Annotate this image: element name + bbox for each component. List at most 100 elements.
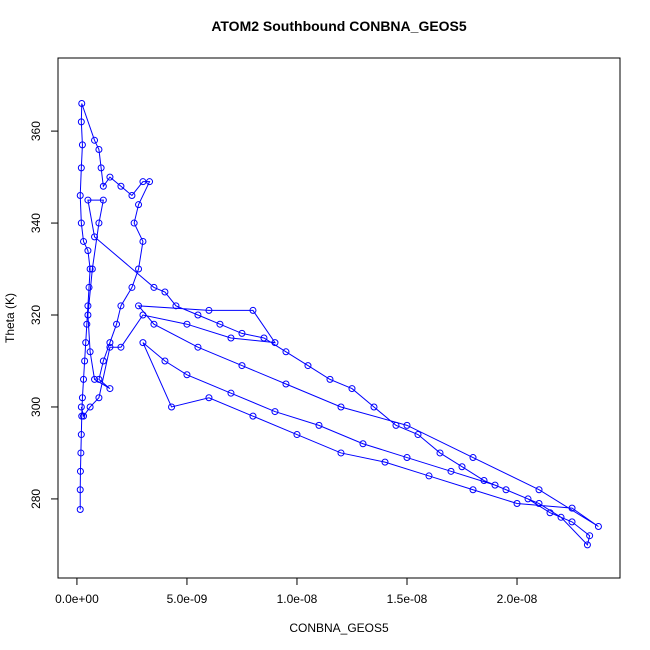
data-point (458, 463, 466, 471)
data-point (469, 454, 477, 462)
data-point (586, 532, 594, 540)
data-point (86, 403, 94, 411)
data-point (594, 523, 602, 531)
data-point (282, 380, 290, 388)
data-point (425, 472, 433, 480)
data-point (85, 283, 93, 291)
data-point (370, 403, 378, 411)
data-point (113, 320, 121, 328)
data-point (91, 233, 99, 241)
data-point (106, 343, 114, 351)
data-point (91, 375, 99, 383)
data-point (95, 145, 103, 153)
data-point (502, 486, 510, 494)
data-point (557, 513, 565, 521)
data-point (76, 486, 84, 494)
data-point (78, 141, 86, 149)
data-point (216, 320, 224, 328)
data-point (135, 265, 143, 273)
data-point (194, 343, 202, 351)
data-point (150, 283, 158, 291)
data-point (282, 348, 290, 356)
data-point (128, 283, 136, 291)
y-tick-label: 300 (29, 397, 43, 417)
data-point (337, 403, 345, 411)
data-point (99, 357, 107, 365)
data-point (381, 458, 389, 466)
data-point (491, 481, 499, 489)
data-point (106, 173, 114, 181)
x-axis-label: CONBNA_GEOS5 (289, 621, 389, 635)
data-point (82, 339, 90, 347)
data-point (161, 357, 169, 365)
data-point (139, 339, 147, 347)
data-point (77, 431, 85, 439)
data-point (84, 196, 92, 204)
data-point (568, 518, 576, 526)
data-point (80, 375, 88, 383)
x-tick-label: 5.0e-09 (167, 592, 208, 606)
data-point (392, 421, 400, 429)
data-point (77, 449, 85, 457)
data-point (99, 196, 107, 204)
x-tick-label: 1.5e-08 (387, 592, 428, 606)
y-tick-label: 360 (29, 121, 43, 141)
data-point (315, 421, 323, 429)
data-point (535, 500, 543, 508)
data-point (359, 440, 367, 448)
data-point (436, 449, 444, 457)
data-point (84, 302, 92, 310)
data-point (139, 311, 147, 319)
data-point (106, 385, 114, 393)
series-line (79, 103, 599, 546)
data-point (88, 265, 96, 273)
data-point (238, 362, 246, 370)
data-point (172, 302, 180, 310)
data-point (161, 288, 169, 296)
data-point (80, 237, 88, 245)
data-point (260, 334, 268, 342)
data-point (150, 320, 158, 328)
data-point (546, 509, 554, 517)
data-point (76, 505, 84, 513)
data-point (183, 371, 191, 379)
data-point (568, 504, 576, 512)
chart-title: ATOM2 Southbound CONBNA_GEOS5 (211, 18, 467, 34)
data-point (135, 201, 143, 209)
x-tick-label: 0.0e+00 (55, 592, 99, 606)
data-point (304, 362, 312, 370)
data-point (99, 182, 107, 190)
data-point (403, 454, 411, 462)
data-point (146, 178, 154, 186)
data-point (227, 334, 235, 342)
data-point (513, 500, 521, 508)
data-point (139, 237, 147, 245)
data-point (83, 320, 91, 328)
data-point (117, 343, 125, 351)
data-point (139, 178, 147, 186)
y-tick-label: 320 (29, 305, 43, 325)
data-point (80, 412, 88, 420)
data-point (249, 306, 257, 314)
data-point (86, 348, 94, 356)
data-point (95, 219, 103, 227)
data-point (91, 136, 99, 144)
data-point (205, 394, 213, 402)
data-point (480, 477, 488, 485)
data-point (95, 375, 103, 383)
data-point (81, 357, 89, 365)
data-point (77, 164, 85, 172)
data-point (168, 403, 176, 411)
data-point (117, 302, 125, 310)
data-point (117, 182, 125, 190)
y-axis-label: Theta (K) (3, 293, 17, 343)
data-point (128, 191, 136, 199)
data-point (414, 431, 422, 439)
data-point (249, 412, 257, 420)
data-point (535, 486, 543, 494)
data-point (77, 219, 85, 227)
data-point (106, 339, 114, 347)
y-tick-label: 340 (29, 213, 43, 233)
data-point (583, 541, 591, 549)
